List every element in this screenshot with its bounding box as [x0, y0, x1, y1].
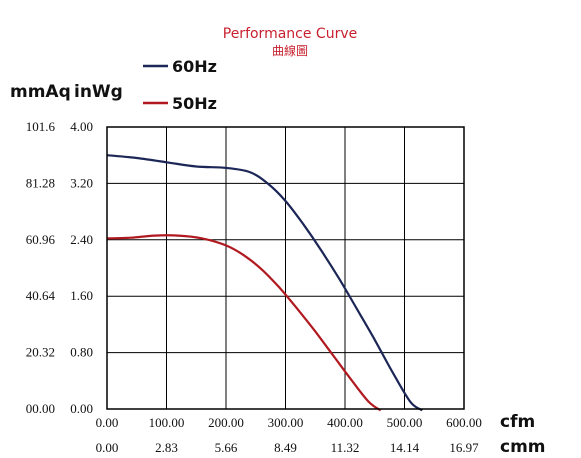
series-layer — [106, 154, 423, 412]
chart-title: Performance Curve — [223, 26, 357, 42]
y-tick-label-inwg: 3.20 — [70, 175, 93, 190]
x-tick-label-cfm: 600.00 — [446, 415, 482, 430]
x-tick-label-cmm: 11.32 — [331, 440, 360, 455]
plot-frame — [106, 126, 465, 410]
x-tick-label-cfm: 0.00 — [96, 415, 119, 430]
x-tick-label-cmm: 0.00 — [96, 440, 119, 455]
y-tick-label-mmaq: 20.32 — [26, 345, 55, 360]
y-tick-label-inwg: 1.60 — [70, 288, 93, 303]
legend-label-60hz: 60Hz — [172, 57, 217, 76]
y-tick-label-mmaq: 00.00 — [26, 401, 55, 416]
y-tick-label-mmaq: 81.28 — [26, 175, 55, 190]
x-unit-cmm: cmm — [500, 437, 546, 457]
y-tick-label-inwg: 0.80 — [70, 345, 93, 360]
series-line-60hz — [106, 154, 423, 412]
y-tick-label-mmaq: 101.6 — [26, 119, 56, 134]
y-unit-inwg: inWg — [74, 82, 123, 102]
x-tick-label-cmm: 8.49 — [274, 440, 297, 455]
legend-label-50hz: 50Hz — [172, 94, 217, 113]
x-tick-label-cfm: 200.00 — [208, 415, 244, 430]
chart-subtitle: 曲線圖 — [272, 43, 308, 58]
x-tick-label-cfm: 300.00 — [268, 415, 304, 430]
x-tick-label-cfm: 100.00 — [149, 415, 185, 430]
x-tick-label-cfm: 400.00 — [327, 415, 363, 430]
series-line-50hz — [106, 234, 382, 412]
x-tick-label-cfm: 500.00 — [387, 415, 423, 430]
x-unit-cfm: cfm — [500, 412, 535, 432]
x-tick-label-cmm: 5.66 — [215, 440, 238, 455]
grid — [107, 127, 464, 409]
ticks: 0.00 100.00 200.00 300.00 400.00 500.00 600.00… — [26, 119, 482, 455]
x-tick-label-cmm: 2.83 — [155, 440, 178, 455]
y-tick-label-mmaq: 40.64 — [26, 288, 56, 303]
x-tick-label-cmm: 16.97 — [449, 440, 479, 455]
y-tick-label-inwg: 4.00 — [70, 119, 93, 134]
y-tick-label-inwg: 0.00 — [70, 401, 93, 416]
x-tick-label-cmm: 14.14 — [390, 440, 420, 455]
y-unit-mmaq: mmAq — [10, 82, 71, 102]
y-tick-label-inwg: 2.40 — [70, 232, 93, 247]
y-tick-label-mmaq: 60.96 — [26, 232, 56, 247]
